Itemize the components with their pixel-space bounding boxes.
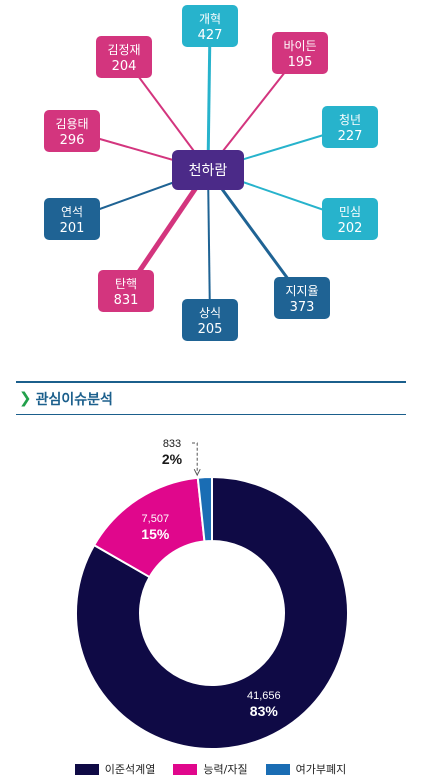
keyword-count: 427 <box>198 28 223 43</box>
keyword-label: 상식 <box>199 306 221 320</box>
legend-swatch <box>173 763 198 775</box>
network-nodes: 개혁 427 바이든 195 청년 227 민심 202 지지율 373 상식 205 탄핵 831 연석 2… <box>44 5 378 341</box>
keyword-label: 민심 <box>339 205 361 219</box>
keyword-node-box <box>44 198 100 240</box>
keyword-label: 지지율 <box>285 284 318 298</box>
keyword-node-box <box>182 5 238 47</box>
keyword-count: 831 <box>114 293 139 308</box>
keyword-count: 202 <box>338 221 363 236</box>
keyword-node-box <box>322 106 378 148</box>
keyword-node[interactable]: 지지율 373 <box>274 277 330 319</box>
keyword-label: 개혁 <box>199 12 221 26</box>
keyword-node[interactable]: 상식 205 <box>182 299 238 341</box>
keyword-label: 청년 <box>339 113 361 127</box>
keyword-count: 296 <box>60 133 85 148</box>
keyword-count: 195 <box>288 55 313 70</box>
keyword-node[interactable]: 탄핵 831 <box>98 270 154 312</box>
center-node-box <box>172 150 244 190</box>
legend-item: 여가부폐지 <box>265 761 347 777</box>
keyword-node-box <box>96 36 152 78</box>
slice-percent-label: 15% <box>141 526 170 542</box>
slice-value-label: 833 <box>163 438 181 450</box>
keyword-node[interactable]: 김정재 204 <box>96 36 152 78</box>
keyword-node-box <box>98 270 154 312</box>
keyword-label: 연석 <box>61 205 83 219</box>
legend-item: 능력/자질 <box>173 761 248 777</box>
legend-item: 이준석계열 <box>74 761 156 777</box>
section-header: ❯ 관심이슈분석 <box>16 381 406 415</box>
legend-label: 능력/자질 <box>203 763 248 776</box>
chart-legend: 이준석계열 능력/자질 여가부폐지 <box>0 759 421 779</box>
keyword-count: 205 <box>198 322 223 337</box>
keyword-node-box <box>182 299 238 341</box>
keyword-node[interactable]: 연석 201 <box>44 198 100 240</box>
network-edge <box>206 169 304 299</box>
keyword-node-box <box>272 32 328 74</box>
donut-slice <box>75 475 349 750</box>
keyword-network: 개혁 427 바이든 195 청년 227 민심 202 지지율 373 상식 205 탄핵 831 연석 2… <box>44 5 378 341</box>
keyword-node[interactable]: 바이든 195 <box>272 32 328 74</box>
keyword-label: 김용태 <box>55 117 88 131</box>
keyword-label: 탄핵 <box>115 277 137 291</box>
slice-value-label: 41,656 <box>247 690 281 702</box>
keyword-node[interactable]: 개혁 427 <box>182 5 238 47</box>
center-label: 천하람 <box>189 163 228 179</box>
slice-value-label: 7,507 <box>142 513 170 525</box>
legend-label: 이준석계열 <box>104 763 156 776</box>
slice-percent-label: 2% <box>162 451 183 467</box>
legend-swatch <box>265 763 290 775</box>
keyword-node[interactable]: 김용태 296 <box>44 110 100 152</box>
slice-percent-label: 83% <box>250 703 279 719</box>
keyword-count: 373 <box>290 300 315 315</box>
keyword-label: 바이든 <box>283 39 316 53</box>
center-node[interactable]: 천하람 <box>172 150 244 190</box>
network-edge <box>206 25 212 171</box>
keyword-node-box <box>274 277 330 319</box>
leader-arrow-icon <box>193 468 201 477</box>
section-title: 관심이슈분석 <box>35 391 113 408</box>
keyword-node-box <box>44 110 100 152</box>
donut-slice <box>196 475 213 543</box>
keyword-node[interactable]: 청년 227 <box>322 106 378 148</box>
keyword-label: 김정재 <box>107 43 140 57</box>
leader-line <box>192 442 198 474</box>
network-edge <box>207 169 211 321</box>
keyword-node-box <box>322 198 378 240</box>
chevron-right-icon: ❯ <box>19 390 32 407</box>
legend-swatch <box>74 763 99 775</box>
keyword-node[interactable]: 민심 202 <box>322 198 378 240</box>
keyword-count: 201 <box>60 221 85 236</box>
keyword-count: 204 <box>112 59 137 74</box>
keyword-count: 227 <box>338 129 363 144</box>
legend-label: 여가부폐지 <box>295 763 347 776</box>
